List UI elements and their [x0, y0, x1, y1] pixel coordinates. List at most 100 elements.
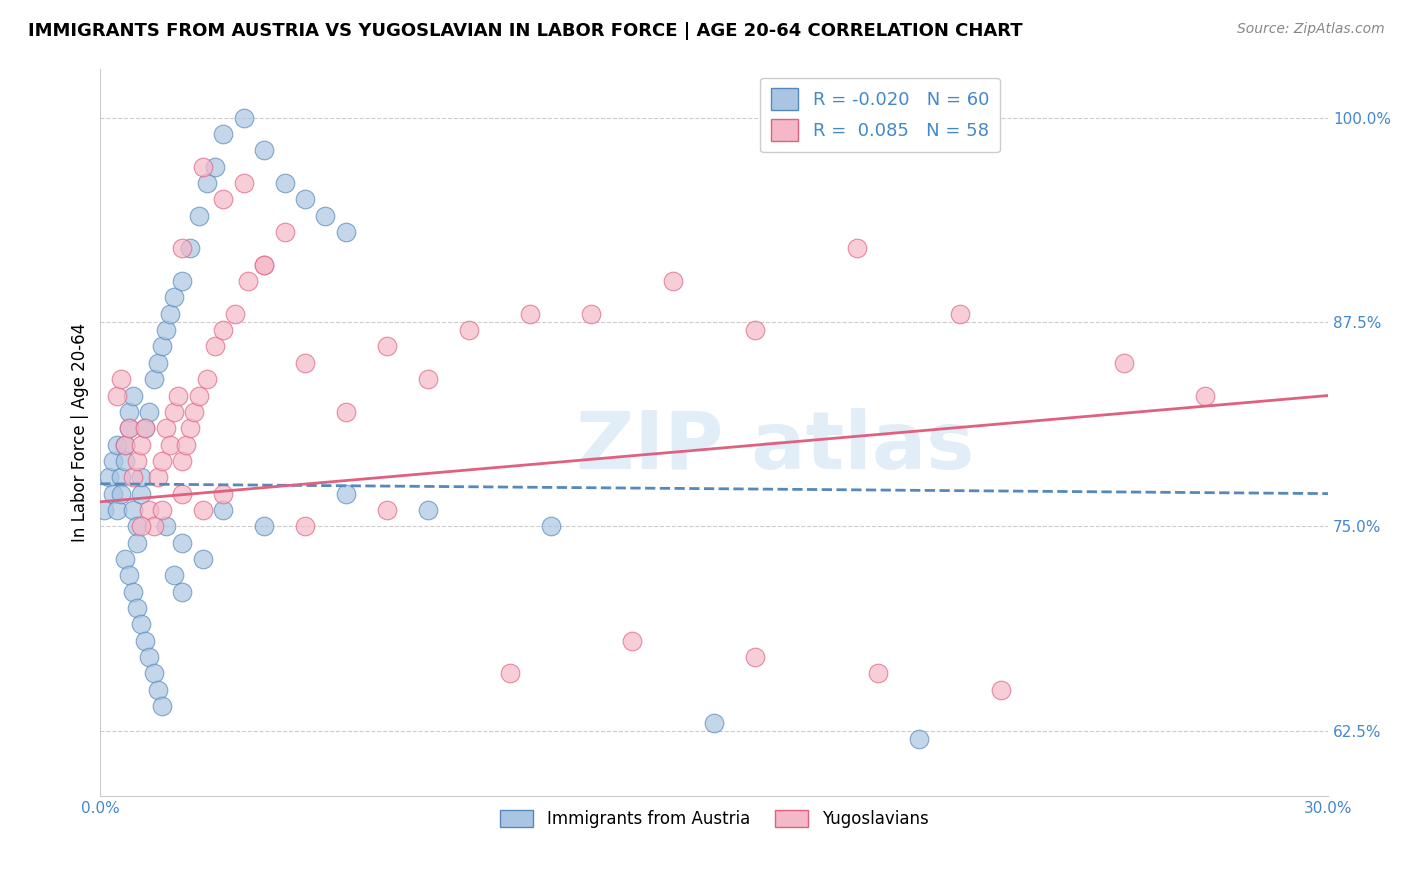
- Point: [122, 470, 145, 484]
- Point: [236, 274, 259, 288]
- Point: [155, 519, 177, 533]
- Point: [187, 388, 209, 402]
- Point: [253, 258, 276, 272]
- Point: [110, 486, 132, 500]
- Point: [273, 225, 295, 239]
- Point: [163, 290, 186, 304]
- Point: [134, 421, 156, 435]
- Point: [183, 405, 205, 419]
- Point: [105, 503, 128, 517]
- Point: [138, 405, 160, 419]
- Point: [294, 192, 316, 206]
- Point: [167, 388, 190, 402]
- Point: [335, 405, 357, 419]
- Point: [159, 437, 181, 451]
- Point: [212, 486, 235, 500]
- Point: [195, 372, 218, 386]
- Text: IMMIGRANTS FROM AUSTRIA VS YUGOSLAVIAN IN LABOR FORCE | AGE 20-64 CORRELATION CH: IMMIGRANTS FROM AUSTRIA VS YUGOSLAVIAN I…: [28, 22, 1022, 40]
- Text: ZIP atlas: ZIP atlas: [576, 408, 974, 486]
- Point: [232, 111, 254, 125]
- Point: [846, 241, 869, 255]
- Point: [191, 503, 214, 517]
- Point: [110, 470, 132, 484]
- Point: [127, 535, 149, 549]
- Point: [1112, 356, 1135, 370]
- Point: [294, 519, 316, 533]
- Point: [314, 209, 336, 223]
- Point: [129, 486, 152, 500]
- Point: [212, 503, 235, 517]
- Point: [150, 339, 173, 353]
- Point: [949, 307, 972, 321]
- Point: [990, 682, 1012, 697]
- Point: [101, 454, 124, 468]
- Point: [159, 307, 181, 321]
- Point: [150, 503, 173, 517]
- Point: [129, 470, 152, 484]
- Point: [155, 421, 177, 435]
- Point: [172, 584, 194, 599]
- Point: [224, 307, 246, 321]
- Point: [93, 503, 115, 517]
- Point: [1194, 388, 1216, 402]
- Point: [204, 160, 226, 174]
- Point: [118, 405, 141, 419]
- Point: [118, 568, 141, 582]
- Point: [195, 176, 218, 190]
- Point: [294, 356, 316, 370]
- Point: [375, 339, 398, 353]
- Point: [129, 519, 152, 533]
- Point: [114, 437, 136, 451]
- Point: [191, 552, 214, 566]
- Point: [97, 470, 120, 484]
- Point: [146, 470, 169, 484]
- Point: [129, 617, 152, 632]
- Point: [163, 405, 186, 419]
- Point: [253, 519, 276, 533]
- Point: [540, 519, 562, 533]
- Point: [179, 241, 201, 255]
- Point: [232, 176, 254, 190]
- Point: [155, 323, 177, 337]
- Point: [142, 519, 165, 533]
- Point: [581, 307, 603, 321]
- Point: [105, 437, 128, 451]
- Point: [457, 323, 479, 337]
- Point: [150, 699, 173, 714]
- Point: [212, 323, 235, 337]
- Point: [127, 454, 149, 468]
- Point: [621, 633, 644, 648]
- Point: [335, 486, 357, 500]
- Point: [150, 454, 173, 468]
- Point: [744, 323, 766, 337]
- Text: Source: ZipAtlas.com: Source: ZipAtlas.com: [1237, 22, 1385, 37]
- Point: [118, 421, 141, 435]
- Point: [138, 650, 160, 665]
- Point: [114, 454, 136, 468]
- Legend: Immigrants from Austria, Yugoslavians: Immigrants from Austria, Yugoslavians: [494, 804, 935, 835]
- Point: [908, 731, 931, 746]
- Point: [662, 274, 685, 288]
- Point: [134, 421, 156, 435]
- Point: [118, 421, 141, 435]
- Point: [375, 503, 398, 517]
- Point: [172, 274, 194, 288]
- Point: [101, 486, 124, 500]
- Point: [138, 503, 160, 517]
- Point: [191, 160, 214, 174]
- Point: [416, 503, 439, 517]
- Point: [335, 225, 357, 239]
- Point: [519, 307, 541, 321]
- Point: [129, 437, 152, 451]
- Point: [127, 519, 149, 533]
- Point: [253, 258, 276, 272]
- Point: [105, 388, 128, 402]
- Point: [146, 356, 169, 370]
- Point: [172, 454, 194, 468]
- Point: [176, 437, 198, 451]
- Point: [273, 176, 295, 190]
- Point: [110, 372, 132, 386]
- Point: [172, 486, 194, 500]
- Point: [122, 503, 145, 517]
- Point: [122, 388, 145, 402]
